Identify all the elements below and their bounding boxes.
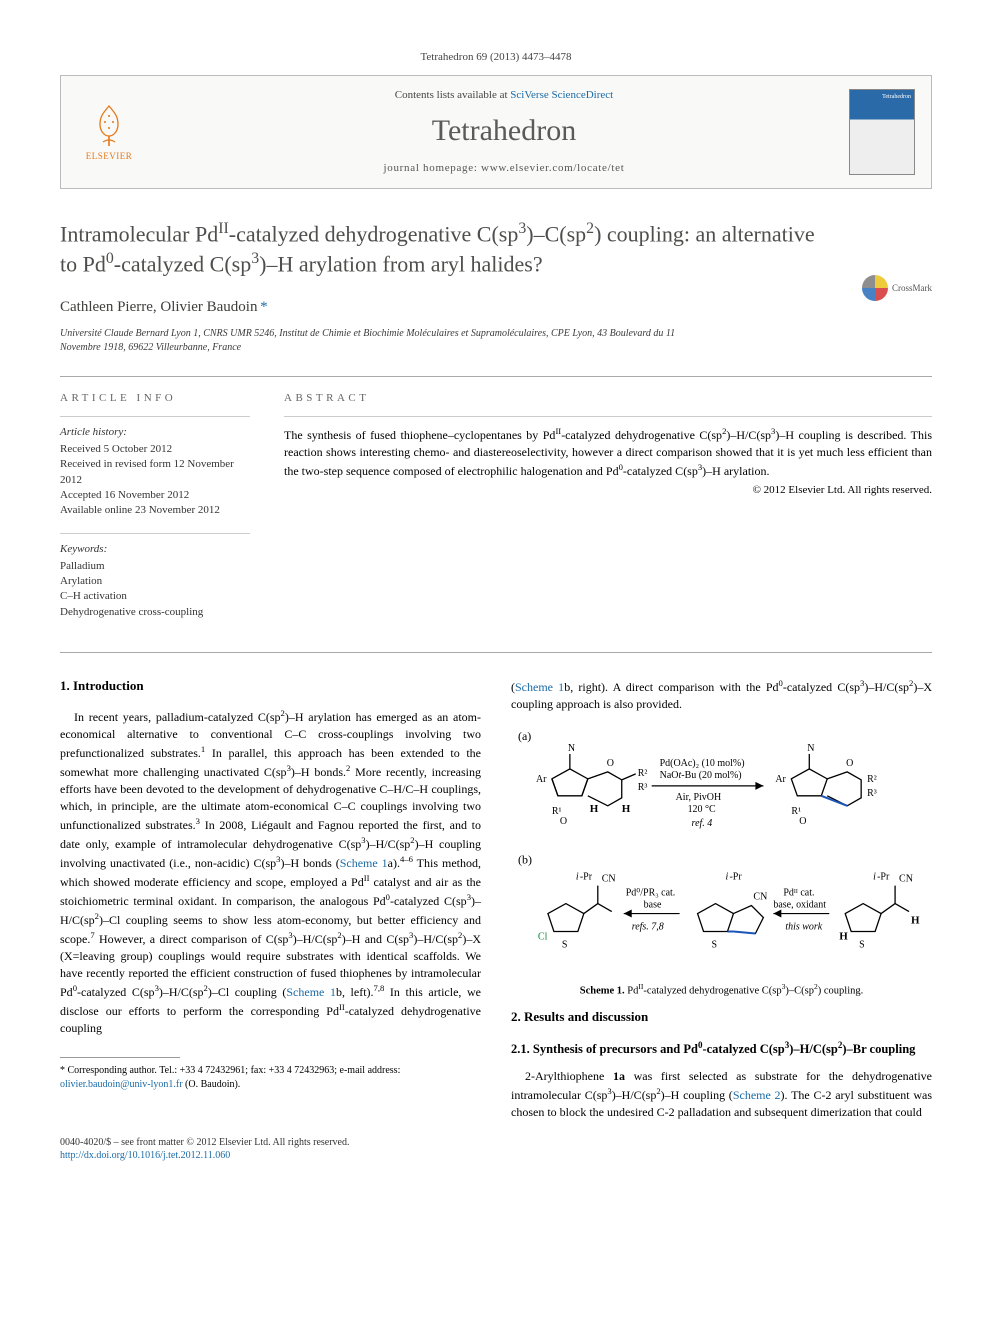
svg-text:S: S [859, 940, 865, 951]
panel-a-label: (a) [518, 729, 531, 743]
history-line: Received in revised form 12 November 201… [60, 457, 250, 488]
journal-title: Tetrahedron [159, 111, 849, 152]
authors: Cathleen Pierre, Olivier Baudoin * [60, 295, 932, 317]
footer-doi[interactable]: http://dx.doi.org/10.1016/j.tet.2012.11.… [60, 1149, 349, 1163]
svg-text:S: S [562, 940, 568, 951]
svg-text:Air, PivOH: Air, PivOH [676, 792, 722, 803]
keyword: C–H activation [60, 589, 250, 604]
contents-prefix: Contents lists available at [395, 89, 510, 101]
svg-text:N: N [568, 743, 575, 754]
svg-text:CN: CN [753, 892, 767, 903]
abstract-heading: ABSTRACT [284, 391, 932, 406]
svg-text:S: S [712, 940, 718, 951]
svg-text:Ar: Ar [775, 774, 786, 785]
corr-asterisk[interactable]: * [260, 299, 268, 315]
svg-text:this work: this work [785, 922, 822, 933]
journal-homepage[interactable]: journal homepage: www.elsevier.com/locat… [159, 161, 849, 176]
history-line: Available online 23 November 2012 [60, 503, 250, 518]
info-rule-2 [60, 533, 250, 534]
svg-text:H: H [622, 803, 631, 815]
article-info-heading: ARTICLE INFO [60, 391, 250, 406]
svg-text:Ar: Ar [536, 774, 547, 785]
svg-text:O: O [799, 816, 806, 827]
scheme-1: (a) Ar N O R² R³ R¹ O [511, 719, 932, 1004]
section-1-heading: 1. Introduction [60, 677, 481, 695]
svg-text:R²: R² [867, 774, 877, 785]
svg-text:H: H [839, 931, 848, 943]
history-line: Received 5 October 2012 [60, 442, 250, 457]
svg-text:NaOt-Bu (20 mol%): NaOt-Bu (20 mol%) [660, 770, 742, 781]
keyword: Dehydrogenative cross-coupling [60, 605, 250, 620]
keyword: Arylation [60, 574, 250, 589]
svg-text:CN: CN [899, 874, 913, 885]
svg-text:R³: R³ [867, 788, 877, 799]
footnote-rule [60, 1057, 180, 1058]
intro-paragraph: In recent years, palladium-catalyzed C(s… [60, 707, 481, 1038]
svg-text:R²: R² [638, 768, 648, 779]
svg-text:Pdᴵᴵ cat.: Pdᴵᴵ cat. [783, 888, 814, 899]
svg-text:H: H [590, 803, 599, 815]
header-citation: Tetrahedron 69 (2013) 4473–4478 [60, 50, 932, 65]
abstract-column: ABSTRACT The synthesis of fused thiophen… [284, 391, 932, 634]
svg-text:CN: CN [602, 874, 616, 885]
history-line: Accepted 16 November 2012 [60, 488, 250, 503]
svg-text:O: O [846, 758, 853, 769]
svg-text:Pd(OAc)₂ (10 mol%): Pd(OAc)₂ (10 mol%) [660, 758, 745, 769]
svg-text:H: H [911, 915, 920, 927]
keyword: Palladium [60, 559, 250, 574]
scheme-1-caption: Scheme 1. PdII-catalyzed dehydrogenative… [512, 982, 931, 999]
elsevier-label: ELSEVIER [86, 150, 133, 162]
abstract-text: The synthesis of fused thiophene–cyclope… [284, 425, 932, 479]
journal-cover-thumb[interactable]: Tetrahedron [849, 89, 915, 175]
svg-text:base: base [644, 900, 662, 911]
svg-text:Cl: Cl [538, 932, 548, 943]
crossmark-label: CrossMark [892, 282, 932, 294]
panel-b-label: (b) [518, 853, 532, 867]
crossmark-badge[interactable]: CrossMark [862, 275, 932, 301]
left-column: 1. Introduction In recent years, palladi… [60, 677, 481, 1121]
corresponding-author-footnote: * Corresponding author. Tel.: +33 4 7243… [60, 1064, 481, 1091]
svg-text:N: N [807, 743, 814, 754]
svg-text:O: O [607, 758, 614, 769]
section-2-1-paragraph: 2-Arylthiophene 1a was first selected as… [511, 1068, 932, 1121]
svg-text:i: i [576, 872, 579, 883]
crossmark-icon [862, 275, 888, 301]
svg-text:i: i [725, 872, 728, 883]
elsevier-tree-icon [86, 102, 132, 148]
section-2-1-heading: 2.1. Synthesis of precursors and Pd0-cat… [511, 1039, 932, 1058]
svg-text:base, oxidant: base, oxidant [773, 900, 826, 911]
journal-header-box: ELSEVIER Contents lists available at Sci… [60, 75, 932, 189]
abs-rule [284, 416, 932, 417]
svg-text:i: i [873, 872, 876, 883]
svg-text:-Pr: -Pr [729, 872, 742, 883]
article-title: Intramolecular PdII-catalyzed dehydrogen… [60, 219, 820, 279]
sciverse-link[interactable]: SciVerse ScienceDirect [510, 89, 613, 101]
contents-available-line: Contents lists available at SciVerse Sci… [159, 88, 849, 103]
affiliation: Université Claude Bernard Lyon 1, CNRS U… [60, 327, 680, 354]
right-column: (Scheme 1b, right). A direct comparison … [511, 677, 932, 1121]
divider-bottom [60, 652, 932, 653]
svg-text:Pd⁰/PR₃ cat.: Pd⁰/PR₃ cat. [626, 888, 676, 899]
footer-front-matter: 0040-4020/$ – see front matter © 2012 El… [60, 1136, 349, 1150]
author-names: Cathleen Pierre, Olivier Baudoin [60, 299, 257, 315]
svg-text:ref. 4: ref. 4 [692, 818, 713, 829]
svg-text:-Pr: -Pr [580, 872, 593, 883]
elsevier-logo[interactable]: ELSEVIER [77, 96, 141, 168]
intro-continued: (Scheme 1b, right). A direct comparison … [511, 677, 932, 713]
article-info-column: ARTICLE INFO Article history: Received 5… [60, 391, 250, 634]
scheme-1-svg: (a) Ar N O R² R³ R¹ O [512, 724, 931, 973]
svg-text:R³: R³ [638, 782, 648, 793]
abstract-copyright: © 2012 Elsevier Ltd. All rights reserved… [284, 483, 932, 498]
keywords-label: Keywords: [60, 542, 250, 557]
svg-text:-Pr: -Pr [877, 872, 890, 883]
svg-text:refs. 7,8: refs. 7,8 [632, 922, 664, 933]
section-2-heading: 2. Results and discussion [511, 1008, 932, 1026]
svg-text:120 °C: 120 °C [688, 804, 716, 815]
cover-label: Tetrahedron [882, 93, 911, 101]
info-rule-1 [60, 416, 250, 417]
history-label: Article history: [60, 425, 250, 440]
svg-text:O: O [560, 816, 567, 827]
page-footer: 0040-4020/$ – see front matter © 2012 El… [60, 1136, 932, 1163]
